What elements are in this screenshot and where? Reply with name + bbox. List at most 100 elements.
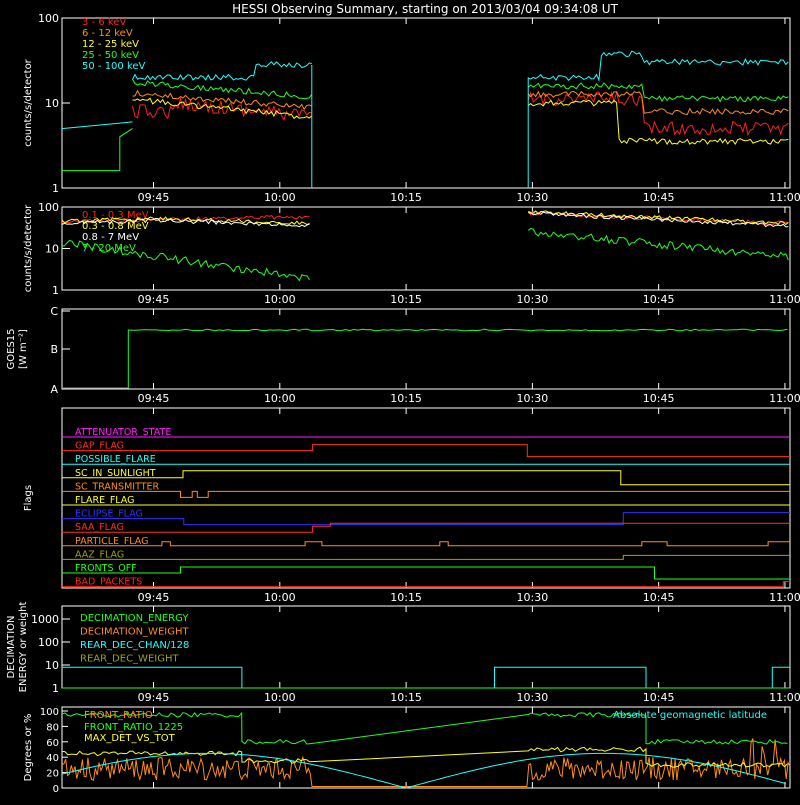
lc-high-legend-0: 0.1 - 0.3 MeV: [82, 210, 149, 221]
lc-low-frame: [61, 17, 791, 189]
dec-ylabel: DECIMATION: [6, 615, 17, 678]
lc-low-ytick-label-2: 100: [38, 12, 59, 25]
flags-xtick-label-1: 10:00: [264, 591, 296, 604]
flags-series-3: [62, 470, 790, 486]
lc-high-xtick-label-4: 10:45: [643, 293, 675, 306]
flags-xtick-label-5: 11:00: [769, 591, 800, 604]
flags-series-4: [62, 490, 790, 498]
lc-high-ytick-label-0: 1: [52, 284, 59, 297]
lc-low-xtick-label-4: 10:45: [643, 191, 675, 204]
goes-xtick-label-2: 10:15: [390, 392, 422, 405]
goes-xtick-label-5: 11:00: [769, 392, 800, 405]
flags-series-1: [62, 444, 790, 458]
lc-low-xtick-label-0: 09:45: [138, 191, 170, 204]
lc-high-series-3-seg-1: [527, 227, 789, 261]
goes-series-0: [62, 328, 788, 389]
flags-label-7: SAA_FLAG: [75, 522, 124, 533]
ratio-ytick-label-3: 60: [46, 738, 59, 749]
ratio-ytick-label-0: 0: [53, 784, 59, 795]
dec-legend-1: DECIMATION_WEIGHT: [80, 627, 189, 638]
lc-high-legend-3: 7 - 20 MeV: [82, 243, 136, 254]
dec-series-rear-chan: [62, 666, 790, 689]
dec-xtick-label-3: 10:30: [517, 691, 549, 704]
ratio-ytick-label-5: 100: [40, 707, 59, 718]
lc-low-xtick-label-1: 10:00: [264, 191, 296, 204]
lc-high-ytick-label-2: 100: [38, 201, 59, 214]
flags-label-5: FLARE_FLAG: [75, 495, 135, 506]
dec-ytick-label-2: 100: [38, 636, 59, 649]
lc-high-xtick-label-5: 11:00: [769, 293, 800, 306]
lc-low-legend-3: 25 - 50 keV: [82, 50, 139, 61]
ratio-frame: [61, 706, 791, 789]
lc-low-ylabel: counts/s/detector: [23, 58, 34, 146]
goes-ylabel: GOES15: [6, 328, 17, 369]
flags-label-9: AAZ_FLAG: [75, 549, 124, 560]
ratio-series-3: [61, 752, 787, 789]
lc-low-series-0-seg-1: [527, 90, 789, 137]
flags-series-11: [62, 581, 790, 588]
lc-low-legend-2: 12 - 25 keV: [82, 39, 139, 50]
lc-low-xtick-label-5: 11:00: [769, 191, 800, 204]
ratio-legend-3: Absolute geomagnetic latitude: [613, 710, 767, 721]
ratio-ytick-label-1: 20: [46, 769, 59, 780]
lc-low-series-3-seg-1: [527, 82, 789, 103]
lc-low-series-2-seg-1: [527, 99, 789, 146]
flags-series-10: [62, 566, 790, 580]
lc-low-series-1-seg-1: [527, 90, 789, 116]
ratio-legend-0: FRONT_RATIO: [84, 710, 153, 721]
flags-xtick-label-0: 09:45: [138, 591, 170, 604]
goes-xtick-label-3: 10:30: [517, 392, 549, 405]
flags-label-1: GAP_FLAG: [75, 441, 124, 452]
lc-high-series-1-seg-0: [61, 216, 310, 226]
ratio-series-2: [61, 746, 788, 768]
lc-high-series-2-seg-1: [528, 211, 789, 228]
flags-label-4: SC_TRANSMITTER: [75, 481, 160, 492]
lc-high-xtick-label-0: 09:45: [138, 293, 170, 306]
flags-label-0: ATTENUATOR_STATE: [75, 427, 171, 438]
dec-legend-0: DECIMATION_ENERGY: [80, 613, 189, 624]
goes-ytick-label-1: B: [50, 343, 58, 356]
goes-ytick-label-0: A: [50, 383, 58, 396]
lc-high-ytick-label-1: 10: [45, 243, 59, 256]
flags-label-3: SC_IN_SUNLIGHT: [75, 468, 156, 479]
dec-xtick-label-0: 09:45: [138, 691, 170, 704]
flags-label-6: ECLIPSE_FLAG: [75, 509, 143, 520]
flags-xtick-label-3: 10:30: [517, 591, 549, 604]
flags-label-11: BAD_PACKETS: [75, 577, 142, 588]
ratio-ytick-label-4: 80: [46, 722, 59, 733]
dec-xtick-label-5: 11:00: [769, 691, 800, 704]
lc-high-xtick-label-3: 10:30: [517, 293, 549, 306]
flags-xtick-label-2: 10:15: [390, 591, 422, 604]
lc-high-series-3-seg-0: [61, 239, 310, 282]
lc-low-series-4-seg-1: [528, 50, 789, 82]
lc-low-series-4-seg-0: [132, 61, 312, 81]
lc-high-legend-1: 0.3 - 0.8 MeV: [82, 221, 149, 232]
lc-low-xtick-label-3: 10:30: [517, 191, 549, 204]
lc-low-series-1-seg-0: [132, 89, 313, 111]
flags-series-6: [62, 512, 790, 526]
ratio-series-0: [61, 738, 791, 787]
flags-label-2: POSSIBLE_FLARE: [75, 454, 156, 465]
lc-low-background-green: [62, 128, 133, 172]
goes-xtick-label-1: 10:00: [264, 392, 296, 405]
dec-ylabel-2: ENERGY or weight: [18, 602, 29, 693]
dec-xtick-label-4: 10:45: [643, 691, 675, 704]
lc-high-series-2-seg-0: [61, 217, 310, 228]
goes-ytick-label-2: C: [50, 305, 58, 318]
dec-ytick-label-3: 1000: [31, 613, 59, 626]
ratio-series-1: [61, 711, 788, 745]
goes-ylabel-2: [W m⁻²]: [18, 329, 29, 369]
goes-frame: [61, 308, 791, 390]
flags-series-8: [62, 541, 790, 547]
dec-legend-3: REAR_DEC_WEIGHT: [80, 654, 179, 665]
lc-high-series-1-seg-1: [528, 210, 789, 226]
lc-high-xtick-label-2: 10:15: [390, 293, 422, 306]
ratio-legend-2: MAX_DET_VS_TOT: [84, 733, 176, 744]
lc-high-xtick-label-1: 10:00: [264, 293, 296, 306]
flags-label-8: PARTICLE_FLAG: [75, 536, 148, 547]
dec-xtick-label-2: 10:15: [390, 691, 422, 704]
lc-low-legend-1: 6 - 12 keV: [82, 28, 133, 39]
ratio-ytick-label-2: 40: [46, 753, 59, 764]
